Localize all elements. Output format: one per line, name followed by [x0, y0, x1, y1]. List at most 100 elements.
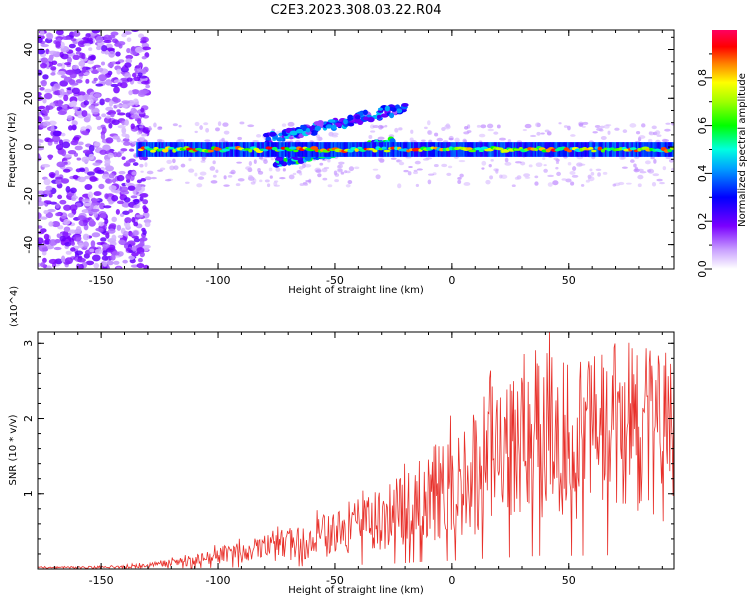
haze-blob [514, 176, 520, 180]
haze-blob [248, 161, 253, 166]
haze-blob [650, 156, 655, 160]
spectrogram-frame [37, 29, 675, 270]
noise-blob [57, 194, 63, 200]
haze-blob [555, 161, 560, 164]
noise-blob [70, 100, 78, 107]
haze-blob [476, 124, 481, 128]
haze-blob [281, 123, 287, 127]
haze-blob [172, 158, 176, 164]
noise-blob [55, 179, 62, 185]
haze-blob [542, 157, 546, 161]
upper-branch-blob [376, 114, 382, 119]
haze-blob [556, 171, 561, 177]
noise-blob [93, 77, 98, 82]
noise-blob [116, 266, 121, 269]
band-core-blob [372, 149, 378, 153]
haze-blob [337, 168, 343, 172]
noise-blob [77, 95, 85, 102]
haze-blob [223, 175, 227, 180]
band-slice [231, 142, 235, 157]
haze-blob [299, 172, 303, 176]
haze-blob [427, 179, 432, 185]
noise-blob [94, 141, 101, 147]
band-core-blob [161, 148, 169, 153]
noise-blob [93, 211, 98, 218]
noise-blob [131, 245, 137, 252]
snr-xlabel: Height of straight line (km) [288, 585, 424, 596]
haze-blob [614, 127, 620, 131]
band-slice [258, 142, 261, 157]
noise-blob [108, 185, 117, 191]
noise-blob [39, 30, 45, 37]
haze-blob [558, 122, 562, 125]
colorbar: 0.0 0.2 0.4 0.6 0.8 Normalized spectral ampl… [696, 30, 748, 278]
haze-blob [223, 130, 230, 135]
haze-blob [544, 129, 550, 133]
noise-blob [139, 251, 145, 258]
haze-blob [499, 137, 506, 141]
haze-blob [536, 131, 541, 136]
haze-blob [436, 137, 443, 142]
noise-blob [111, 195, 119, 202]
haze-blob [331, 135, 339, 138]
band-slice [387, 142, 390, 157]
haze-blob [319, 162, 324, 166]
noise-blob [134, 46, 144, 54]
noise-blob [126, 47, 131, 54]
noise-blob [140, 178, 147, 182]
haze-blob [504, 157, 509, 163]
upper-branch-blob [289, 130, 298, 136]
upper-branch-blob [313, 121, 321, 126]
haze-blob [421, 139, 426, 142]
band-slice [390, 142, 393, 157]
noise-blob [136, 119, 142, 125]
haze-blob [567, 161, 572, 166]
noise-blob [104, 193, 109, 200]
haze-blob [543, 168, 548, 173]
noise-blob [140, 89, 150, 94]
noise-blob [56, 62, 63, 67]
upper-branch-blob [377, 109, 384, 113]
haze-blob [223, 184, 230, 187]
noise-blob [92, 162, 101, 166]
noise-blob [71, 197, 77, 202]
haze-blob [668, 158, 674, 163]
haze-blob [433, 164, 439, 168]
noise-blob [67, 150, 77, 155]
noise-blob [113, 79, 122, 84]
noise-blob [67, 69, 75, 73]
noise-blob [81, 130, 89, 135]
haze-blob [396, 159, 401, 163]
haze-blob [488, 163, 492, 168]
noise-blob [48, 221, 54, 227]
haze-blob [442, 140, 449, 143]
haze-blob [434, 132, 439, 137]
noise-blob [140, 193, 149, 198]
noise-blob [100, 213, 107, 219]
haze-blob [323, 166, 330, 170]
noise-blob [82, 66, 87, 73]
haze-blob [662, 138, 670, 143]
haze-blob [543, 164, 547, 167]
noise-blob [136, 179, 142, 184]
haze-blob [247, 124, 255, 128]
noise-blob [110, 254, 116, 261]
noise-blob [68, 43, 76, 49]
noise-blob [108, 50, 116, 58]
noise-blob [91, 80, 97, 84]
noise-blob [128, 209, 134, 213]
haze-blob [292, 172, 297, 176]
noise-blob [42, 97, 47, 104]
haze-blob [446, 172, 452, 176]
band-slice [233, 142, 236, 157]
noise-blob [67, 212, 75, 218]
noise-blob [110, 31, 119, 36]
noise-blob [108, 100, 114, 107]
band-core-blob [293, 149, 299, 153]
haze-blob [368, 134, 373, 140]
haze-blob [144, 176, 152, 181]
noise-blob [72, 136, 80, 141]
haze-blob [210, 180, 218, 184]
haze-blob [534, 181, 539, 186]
x-tick-label: -50 [326, 574, 344, 587]
